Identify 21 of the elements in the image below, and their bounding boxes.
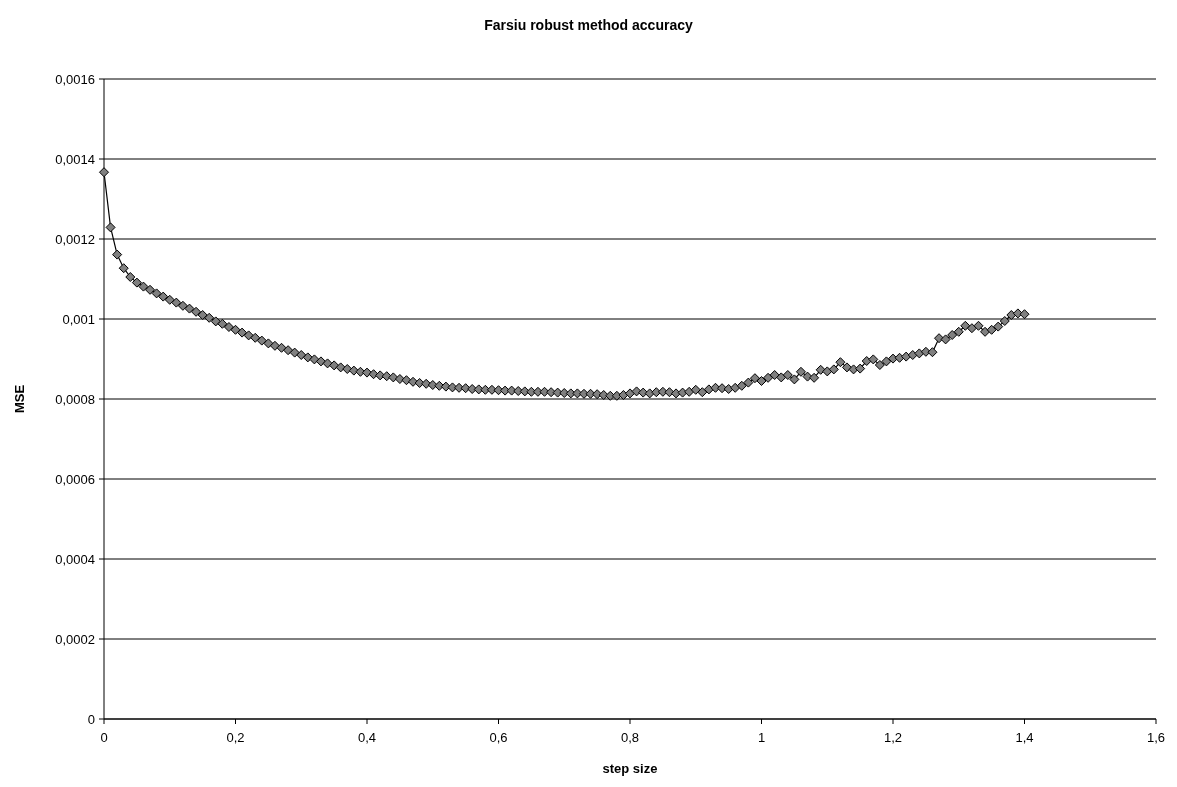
x-tick-label: 0,2	[226, 730, 245, 745]
y-tick-label: 0,001	[62, 311, 95, 327]
x-tick-label: 1	[757, 730, 766, 745]
y-tick-label: 0,0004	[55, 551, 95, 567]
x-tick-label: 0,4	[357, 730, 377, 745]
y-tick-label: 0,0008	[55, 391, 95, 407]
x-tick-label: 0,6	[489, 730, 508, 745]
y-tick-label: 0	[87, 711, 95, 727]
y-tick-label: 0,0006	[55, 471, 95, 487]
x-tick-label: 1,2	[883, 730, 903, 745]
x-tick-label: 1,4	[1015, 730, 1034, 745]
y-tick-label: 0,0012	[55, 231, 95, 247]
y-tick-label: 0,0016	[55, 71, 95, 87]
y-tick-label: 0,0002	[55, 631, 95, 647]
x-tick-label: 0,8	[620, 730, 640, 745]
y-axis-title: MSE	[12, 384, 27, 414]
x-tick-label: 1,6	[1146, 730, 1166, 745]
chart-title: Farsiu robust method accuracy	[484, 17, 693, 33]
y-tick-label: 0,0014	[55, 151, 95, 167]
x-axis-title: step size	[602, 761, 658, 776]
x-tick-label: 0	[100, 730, 108, 745]
